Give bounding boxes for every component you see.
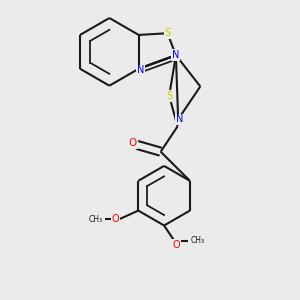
Text: S: S [166,91,172,101]
Text: N: N [176,114,184,124]
Text: CH₃: CH₃ [88,214,103,224]
Text: CH₃: CH₃ [190,236,204,245]
Text: N: N [172,50,180,60]
Text: O: O [172,240,180,250]
Text: S: S [164,28,170,38]
Text: O: O [112,214,119,224]
Text: N: N [137,65,144,76]
Text: O: O [129,138,137,148]
